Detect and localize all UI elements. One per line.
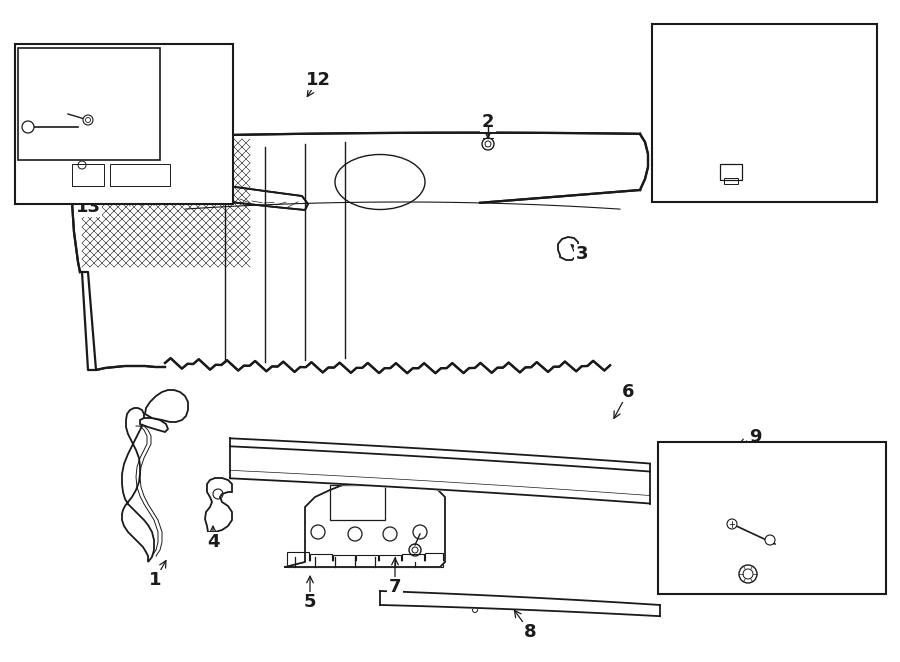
Text: 4: 4 bbox=[207, 533, 220, 551]
Polygon shape bbox=[285, 562, 445, 567]
Text: 1: 1 bbox=[148, 571, 161, 589]
Bar bbox=[652, 24, 877, 202]
Polygon shape bbox=[72, 132, 648, 373]
Text: 6: 6 bbox=[622, 383, 634, 401]
Polygon shape bbox=[205, 478, 232, 532]
Bar bbox=[356, 555, 378, 567]
Circle shape bbox=[739, 565, 757, 583]
Bar bbox=[15, 44, 233, 204]
Text: 8: 8 bbox=[524, 623, 536, 641]
Bar bbox=[18, 48, 160, 160]
Circle shape bbox=[426, 465, 434, 473]
Circle shape bbox=[22, 121, 34, 133]
Text: 15: 15 bbox=[750, 35, 775, 53]
Text: 7: 7 bbox=[389, 578, 401, 596]
Bar bbox=[110, 164, 170, 186]
Bar bbox=[658, 442, 886, 594]
Polygon shape bbox=[558, 237, 578, 260]
Polygon shape bbox=[140, 418, 168, 432]
Text: 9: 9 bbox=[749, 428, 761, 446]
Circle shape bbox=[727, 519, 737, 529]
Text: 11: 11 bbox=[852, 535, 878, 553]
Circle shape bbox=[376, 462, 384, 470]
Polygon shape bbox=[122, 408, 154, 562]
Text: 5: 5 bbox=[304, 593, 316, 611]
Circle shape bbox=[586, 475, 594, 483]
Bar bbox=[72, 164, 104, 186]
Circle shape bbox=[765, 535, 775, 545]
Circle shape bbox=[83, 115, 93, 125]
Bar bbox=[379, 555, 401, 567]
Bar bbox=[330, 485, 385, 520]
Bar bbox=[425, 553, 443, 567]
Circle shape bbox=[482, 138, 494, 150]
Polygon shape bbox=[65, 160, 178, 190]
Bar bbox=[310, 554, 332, 567]
Circle shape bbox=[486, 469, 494, 477]
Text: 2: 2 bbox=[482, 113, 494, 131]
Bar bbox=[724, 178, 738, 184]
Text: 12: 12 bbox=[305, 71, 330, 89]
Bar bbox=[287, 552, 309, 567]
Bar bbox=[720, 164, 742, 180]
Text: 10: 10 bbox=[852, 488, 878, 506]
Circle shape bbox=[536, 472, 544, 480]
Bar bbox=[402, 554, 424, 567]
Text: 3: 3 bbox=[576, 245, 589, 263]
Polygon shape bbox=[145, 390, 188, 422]
Bar bbox=[333, 555, 355, 567]
Text: 13: 13 bbox=[76, 198, 101, 216]
Polygon shape bbox=[115, 170, 308, 210]
Text: 14: 14 bbox=[30, 135, 55, 153]
Circle shape bbox=[472, 608, 478, 612]
